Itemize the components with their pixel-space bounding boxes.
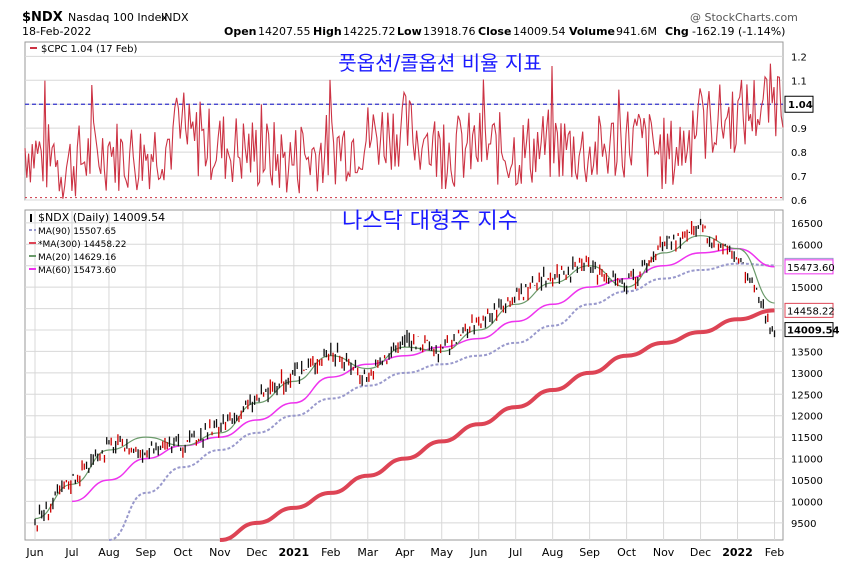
ma-legend-entry: MA(90) 15507.65 <box>38 227 116 237</box>
open-label: Open <box>224 25 257 38</box>
chg-value: -162.19 (-1.14%) <box>692 25 785 38</box>
time-tick-label: Feb <box>765 546 784 559</box>
price-value-label: 14458.22 <box>787 306 835 317</box>
price-tick-label: 10000 <box>791 497 823 508</box>
close-value: 14009.54 <box>513 25 566 38</box>
time-tick-label: Jul <box>64 546 78 559</box>
price-tick-label: 16000 <box>791 240 823 251</box>
time-tick-label: 2022 <box>722 546 753 559</box>
putcall-series-line <box>24 63 784 199</box>
putcall-tick-label: 0.6 <box>791 196 807 207</box>
price-value-box <box>784 259 834 275</box>
putcall-tick-label: 0.8 <box>791 148 807 159</box>
time-tick-label: Mar <box>357 546 378 559</box>
price-panel: 1650016000155001500014500140001350013000… <box>24 209 840 559</box>
exchange-label: INDX <box>161 11 189 24</box>
close-label: Close <box>478 25 511 38</box>
ma-legend-entry: MA(60) 15473.60 <box>38 266 116 276</box>
ma300-line <box>219 308 775 542</box>
price-value-label: 14009.54 <box>787 326 840 337</box>
price-tick-label: 16500 <box>791 219 823 230</box>
time-tick-label: Dec <box>690 546 711 559</box>
price-tick-label: 13000 <box>791 369 823 380</box>
high-value: 14225.72 <box>343 25 396 38</box>
putcall-tick-label: 1.2 <box>791 52 807 63</box>
putcall-tick-label: 0.9 <box>791 124 807 135</box>
date-label: 18-Feb-2022 <box>22 25 91 38</box>
putcall-legend: $CPC 1.04 (17 Feb) <box>41 44 137 55</box>
high-label: High <box>313 25 342 38</box>
time-tick-label: Apr <box>395 546 415 559</box>
price-tick-label: 10500 <box>791 476 823 487</box>
time-tick-label: Sep <box>136 546 157 559</box>
ma90-line <box>108 262 775 541</box>
index-name: Nasdaq 100 Index <box>68 11 168 24</box>
time-tick-label: Aug <box>542 546 563 559</box>
price-tick-label: 9500 <box>791 519 816 530</box>
price-tick-label: 13500 <box>791 347 823 358</box>
low-label: Low <box>397 25 422 38</box>
volume-label: Volume <box>569 25 615 38</box>
time-tick-label: Nov <box>209 546 231 559</box>
price-tick-label: 11500 <box>791 433 823 444</box>
time-tick-label: Oct <box>173 546 193 559</box>
ma20-line <box>34 235 775 520</box>
time-tick-label: Sep <box>579 546 600 559</box>
price-tick-label: 12000 <box>791 412 823 423</box>
time-tick-label: Dec <box>246 546 267 559</box>
time-tick-label: Jun <box>469 546 487 559</box>
open-value: 14207.55 <box>258 25 311 38</box>
putcall-tick-label: 1.1 <box>791 76 807 87</box>
price-value-label: 15473.60 <box>787 263 835 274</box>
putcall-annotation: 풋옵션/콜옵션 비율 지표 <box>338 51 541 75</box>
price-tick-label: 11000 <box>791 455 823 466</box>
price-legend-title: $NDX (Daily) 14009.54 <box>38 211 165 224</box>
price-legend-swatch <box>30 214 32 222</box>
putcall-last-value: 1.04 <box>788 100 813 111</box>
putcall-plot-area <box>24 41 784 201</box>
volume-value: 941.6M <box>616 25 657 38</box>
ma-legend-entry: *MA(300) 14458.22 <box>38 240 126 250</box>
time-tick-label: Jul <box>508 546 522 559</box>
putcall-last-value-box <box>784 95 814 113</box>
ma-legend-entry: MA(20) 14629.16 <box>38 253 116 263</box>
time-tick-label: May <box>430 546 453 559</box>
time-tick-label: Oct <box>617 546 637 559</box>
price-value-box <box>784 322 834 338</box>
chg-label: Chg <box>665 25 689 38</box>
stockcharts-credit: @ StockCharts.com <box>690 11 798 24</box>
price-plot-area <box>24 209 784 541</box>
time-tick-label: Aug <box>98 546 119 559</box>
time-tick-label: Nov <box>653 546 675 559</box>
putcall-tick-label: 0.7 <box>791 172 807 183</box>
price-value-box <box>784 302 834 318</box>
price-annotation: 나스닥 대형주 지수 <box>342 209 518 234</box>
symbol-label: $NDX <box>22 10 63 25</box>
low-value: 13918.76 <box>423 25 476 38</box>
putcall-panel: 1.21.11.00.90.80.70.6$CPC 1.04 (17 Feb)풋… <box>24 41 814 207</box>
price-tick-label: 12500 <box>791 390 823 401</box>
ohlc-summary: Open 14207.55 High 14225.72 Low 13918.76… <box>224 25 785 38</box>
time-tick-label: Jun <box>25 546 43 559</box>
time-tick-label: 2021 <box>279 546 310 559</box>
price-tick-label: 15000 <box>791 283 823 294</box>
time-tick-label: Feb <box>321 546 340 559</box>
